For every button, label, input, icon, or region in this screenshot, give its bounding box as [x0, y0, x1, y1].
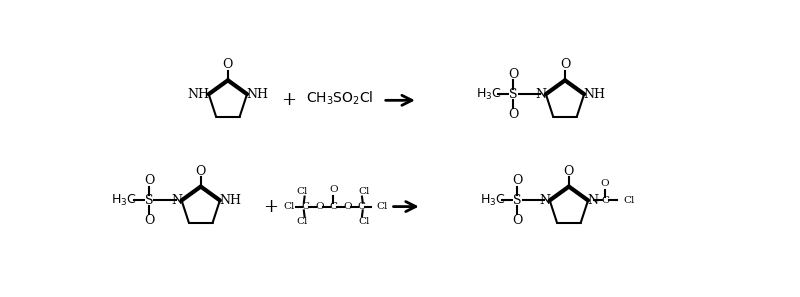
Text: C: C: [601, 196, 609, 205]
Text: O: O: [144, 174, 154, 187]
Text: H$_3$C: H$_3$C: [111, 193, 137, 208]
Text: Cl: Cl: [297, 187, 308, 196]
Text: N: N: [539, 194, 550, 207]
Text: Cl: Cl: [358, 217, 370, 227]
Text: C: C: [302, 202, 310, 211]
Text: O: O: [222, 59, 233, 71]
Text: O: O: [329, 185, 338, 194]
Text: O: O: [343, 202, 351, 211]
Text: C: C: [330, 202, 338, 211]
Text: C: C: [357, 202, 365, 211]
Text: Cl: Cl: [624, 196, 635, 205]
Text: O: O: [560, 59, 570, 71]
Text: H$_3$C: H$_3$C: [479, 193, 505, 208]
Text: S: S: [145, 194, 154, 207]
Text: +: +: [263, 198, 278, 216]
Text: Cl: Cl: [283, 202, 294, 211]
Text: O: O: [508, 108, 518, 121]
Text: +: +: [281, 91, 296, 109]
Text: NH: NH: [583, 88, 606, 101]
Text: O: O: [601, 179, 610, 188]
Text: O: O: [195, 165, 206, 178]
Text: N: N: [587, 194, 598, 207]
Text: N: N: [536, 88, 546, 101]
Text: Cl: Cl: [297, 217, 308, 227]
Text: Cl: Cl: [358, 187, 370, 196]
Text: O: O: [144, 214, 154, 227]
Text: O: O: [564, 165, 574, 178]
Text: O: O: [315, 202, 324, 211]
Text: CH$_3$SO$_2$Cl: CH$_3$SO$_2$Cl: [306, 89, 374, 107]
Text: NH: NH: [246, 88, 268, 101]
Text: O: O: [512, 214, 522, 227]
Text: Cl: Cl: [376, 202, 387, 211]
Text: NH: NH: [219, 194, 241, 207]
Text: H$_3$C: H$_3$C: [476, 87, 502, 102]
Text: NH: NH: [188, 88, 210, 101]
Text: S: S: [509, 88, 518, 101]
Text: N: N: [171, 194, 182, 207]
Text: O: O: [512, 174, 522, 187]
Text: O: O: [508, 68, 518, 80]
Text: S: S: [513, 194, 522, 207]
